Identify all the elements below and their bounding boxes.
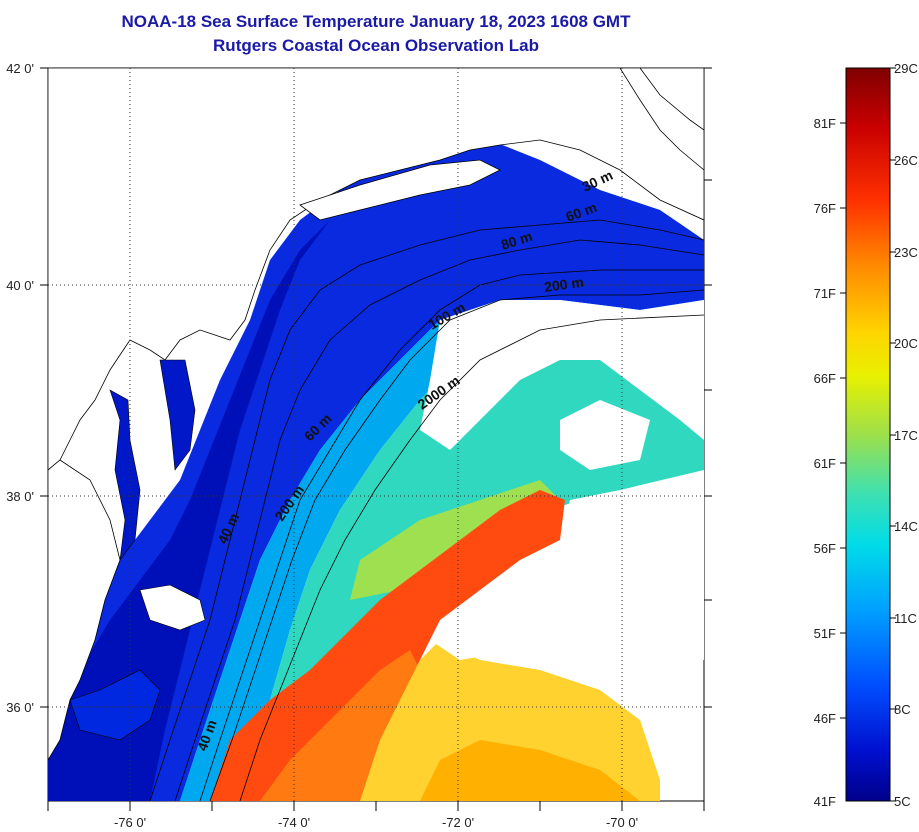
lat-tick-label: 38 0'	[6, 489, 34, 504]
colorbar-c-label: 11C	[894, 611, 917, 626]
colorbar-ticks	[840, 67, 896, 802]
colorbar-f-label: 41F	[814, 794, 836, 809]
colorbar-c-label: 14C	[894, 519, 918, 534]
lat-tick-label: 42 0'	[6, 61, 34, 76]
lon-tick-label: -72 0'	[442, 815, 474, 830]
colorbar-f-label: 46F	[814, 711, 836, 726]
lon-tick-label: -74 0'	[278, 815, 310, 830]
lon-tick-label: -70 0'	[606, 815, 638, 830]
lat-tick-label: 40 0'	[6, 278, 34, 293]
colorbar-f-label: 81F	[814, 116, 836, 131]
colorbar-c-label: 5C	[894, 794, 911, 809]
lat-tick-label: 36 0'	[6, 700, 34, 715]
colorbar-f-label: 76F	[814, 201, 836, 216]
colorbar	[845, 67, 891, 802]
colorbar-c-label: 23C	[894, 245, 918, 260]
bathymetry-contours	[149, 68, 704, 801]
sst-field	[48, 68, 704, 801]
colorbar-c-label: 29C	[894, 61, 918, 76]
colorbar-c-label: 17C	[894, 428, 918, 443]
colorbar-f-label: 56F	[814, 541, 836, 556]
colorbar-c-label: 26C	[894, 153, 918, 168]
colorbar-f-label: 51F	[814, 626, 836, 641]
colorbar-c-label: 8C	[894, 702, 911, 717]
colorbar-c-label: 20C	[894, 336, 918, 351]
colorbar-f-label: 71F	[814, 286, 836, 301]
contour-label: 200 m	[543, 274, 585, 295]
colorbar-f-label: 61F	[814, 456, 836, 471]
map-title: NOAA-18 Sea Surface Temperature January …	[121, 12, 631, 31]
map-subtitle: Rutgers Coastal Ocean Observation Lab	[213, 36, 539, 55]
axis-ticks	[40, 67, 712, 811]
lon-tick-label: -76 0'	[114, 815, 146, 830]
graticule	[48, 68, 704, 801]
colorbar-f-label: 66F	[814, 371, 836, 386]
